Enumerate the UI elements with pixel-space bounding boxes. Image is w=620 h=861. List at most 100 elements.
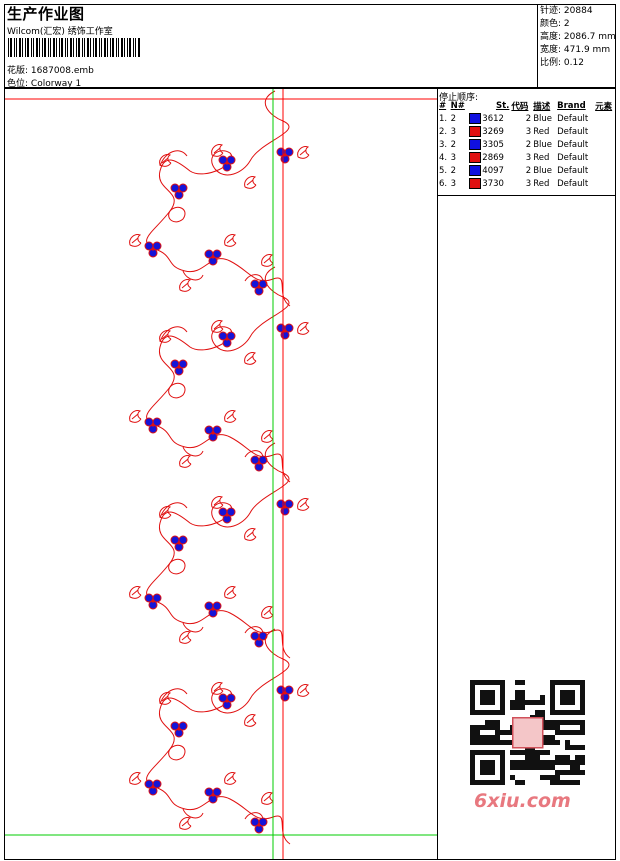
row-element xyxy=(594,125,616,138)
row-element xyxy=(594,151,616,164)
stat-label: 高度: xyxy=(540,32,562,42)
embroidery-motif-2 xyxy=(130,267,309,482)
col-code: 代码 xyxy=(511,102,529,112)
sequence-title: 停止顺序: xyxy=(439,93,479,103)
row-code: 2 xyxy=(525,139,532,150)
stat-label: 宽度: xyxy=(540,45,562,55)
color-swatch xyxy=(469,113,482,124)
design-preview xyxy=(4,88,438,860)
row-needle: 3 xyxy=(450,152,457,163)
col-desc: 描述 xyxy=(533,102,551,112)
studio-name: Wilcom(汇宏) 绣饰工作室 xyxy=(7,27,113,37)
watermark-logo: 6xiu.com xyxy=(474,790,571,812)
table-row: 3. 2 3305 2 Blue Default xyxy=(438,138,616,151)
row-brand: Default xyxy=(557,165,589,176)
row-brand: Default xyxy=(557,178,589,189)
row-index: 6. xyxy=(439,178,448,189)
row-needle: 2 xyxy=(450,113,457,124)
row-brand: Default xyxy=(557,113,589,124)
colorway-row: 色位: Colorway 1 xyxy=(7,76,81,89)
color-swatch xyxy=(469,139,482,150)
stat-value: 2086.7 mm xyxy=(563,32,616,42)
row-code: 3 xyxy=(525,178,532,189)
stat-label: 针迹: xyxy=(540,6,562,16)
row-desc: Blue xyxy=(533,113,553,124)
color-swatch xyxy=(469,178,482,189)
table-header-row: # N# St. 代码 描述 Brand 元素 xyxy=(438,100,616,112)
row-index: 2. xyxy=(439,126,448,137)
row-index: 5. xyxy=(439,165,448,176)
row-stitches: 3305 xyxy=(468,138,510,151)
row-index: 1. xyxy=(439,113,448,124)
row-brand: Default xyxy=(557,139,589,150)
barcode xyxy=(8,38,140,57)
stat-label: 比例: xyxy=(540,58,562,68)
stop-sequence-table: # N# St. 代码 描述 Brand 元素 1. 2 3612 2 Blue Defa… xyxy=(438,100,616,190)
stat-value: 20884 xyxy=(563,6,593,16)
row-brand: Default xyxy=(557,126,589,137)
stat-height: 高度: 2086.7 mm xyxy=(540,31,616,44)
page-title: 生产作业图 xyxy=(7,5,85,23)
row-element xyxy=(594,112,616,125)
embroidery-canvas xyxy=(5,89,437,859)
stat-scale: 比例: 0.12 xyxy=(540,57,614,70)
stat-value: 2 xyxy=(563,19,570,29)
table-divider xyxy=(437,195,616,196)
row-desc: Red xyxy=(533,126,550,137)
table-row: 6. 3 3730 3 Red Default xyxy=(438,177,616,190)
row-code: 3 xyxy=(525,126,532,137)
table-row: 4. 3 2869 3 Red Default xyxy=(438,151,616,164)
row-element xyxy=(594,138,616,151)
row-needle: 3 xyxy=(450,126,457,137)
col-index: # xyxy=(439,101,447,111)
header-box xyxy=(4,4,616,88)
stat-label: 颜色: xyxy=(540,19,562,29)
qr-code xyxy=(470,680,585,785)
design-file-name: 1687008.emb xyxy=(30,66,94,76)
row-code: 2 xyxy=(525,165,532,176)
table-row: 1. 2 3612 2 Blue Default xyxy=(438,112,616,125)
color-swatch xyxy=(469,165,482,176)
col-needle: N# xyxy=(450,101,465,111)
embroidery-motif-4 xyxy=(130,629,309,844)
colorway-name: Colorway 1 xyxy=(30,79,82,89)
row-index: 4. xyxy=(439,152,448,163)
row-needle: 2 xyxy=(450,165,457,176)
row-desc: Blue xyxy=(533,139,553,150)
row-desc: Red xyxy=(533,178,550,189)
stat-width: 宽度: 471.9 mm xyxy=(540,44,614,57)
table-row: 5. 2 4097 2 Blue Default xyxy=(438,164,616,177)
row-code: 2 xyxy=(525,113,532,124)
row-code: 3 xyxy=(525,152,532,163)
row-element xyxy=(594,164,616,177)
embroidery-motif-3 xyxy=(130,443,309,658)
col-brand: Brand xyxy=(557,101,586,111)
color-swatch xyxy=(469,126,482,137)
col-stitches: St. xyxy=(495,101,510,111)
row-stitches: 2869 xyxy=(468,151,510,164)
table-row: 2. 3 3269 3 Red Default xyxy=(438,125,616,138)
row-stitches: 3730 xyxy=(468,177,510,190)
row-desc: Red xyxy=(533,152,550,163)
design-file-row: 花版: 1687008.emb xyxy=(7,63,94,76)
embroidery-motif-1 xyxy=(130,91,309,306)
stats-panel: 针迹: 20884 颜色: 2 高度: 2086.7 mm 宽度: 471.9 … xyxy=(537,4,616,88)
colorway-label: 色位: xyxy=(7,79,29,89)
row-needle: 2 xyxy=(450,139,457,150)
stat-value: 471.9 mm xyxy=(563,45,611,55)
row-element xyxy=(594,177,616,190)
row-desc: Blue xyxy=(533,165,553,176)
row-stitches: 3269 xyxy=(468,125,510,138)
design-file-label: 花版: xyxy=(7,66,29,76)
stat-stitches: 针迹: 20884 xyxy=(540,5,614,18)
stop-sequence-panel xyxy=(437,88,616,860)
row-index: 3. xyxy=(439,139,448,150)
row-stitches: 3612 xyxy=(468,112,510,125)
row-brand: Default xyxy=(557,152,589,163)
color-swatch xyxy=(469,152,482,163)
row-needle: 3 xyxy=(450,178,457,189)
stat-colors: 颜色: 2 xyxy=(540,18,614,31)
stat-value: 0.12 xyxy=(563,58,584,68)
col-element: 元素 xyxy=(595,102,613,112)
row-stitches: 4097 xyxy=(468,164,510,177)
